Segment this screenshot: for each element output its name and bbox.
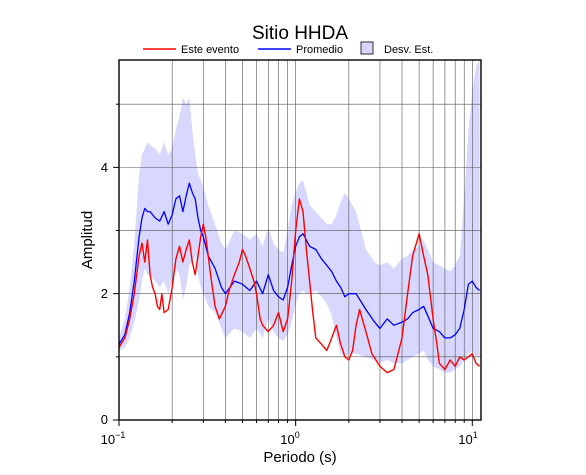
axis-ticks <box>113 103 473 426</box>
x-axis-label: Periodo (s) <box>263 449 336 466</box>
std-band <box>119 60 480 373</box>
plot-frame <box>118 59 482 421</box>
x-tick-label-0.1: 10−1 <box>101 430 126 447</box>
y-axis-label: Amplitud <box>79 211 96 269</box>
legend-label-este-evento: Este evento <box>181 44 239 56</box>
tick-labels: 0 2 4 10−1 100 101 <box>101 160 478 447</box>
series-line-promedio <box>118 182 481 345</box>
plot-area <box>118 59 482 421</box>
y-tick-label-4: 4 <box>101 160 108 175</box>
y-tick-label-0: 0 <box>101 412 108 427</box>
legend-swatch-desv-est <box>360 41 374 55</box>
x-tick-label-10: 101 <box>458 430 477 447</box>
chart-title: Sitio HHDA <box>252 23 348 44</box>
legend: Este evento Promedio Desv. Est. <box>143 41 433 56</box>
legend-label-desv-est: Desv. Est. <box>384 44 433 56</box>
legend-label-promedio: Promedio <box>296 44 343 56</box>
y-tick-label-2: 2 <box>101 286 108 301</box>
grid <box>119 60 481 420</box>
series-line-este-evento <box>118 198 481 374</box>
x-tick-label-1: 100 <box>280 430 299 447</box>
